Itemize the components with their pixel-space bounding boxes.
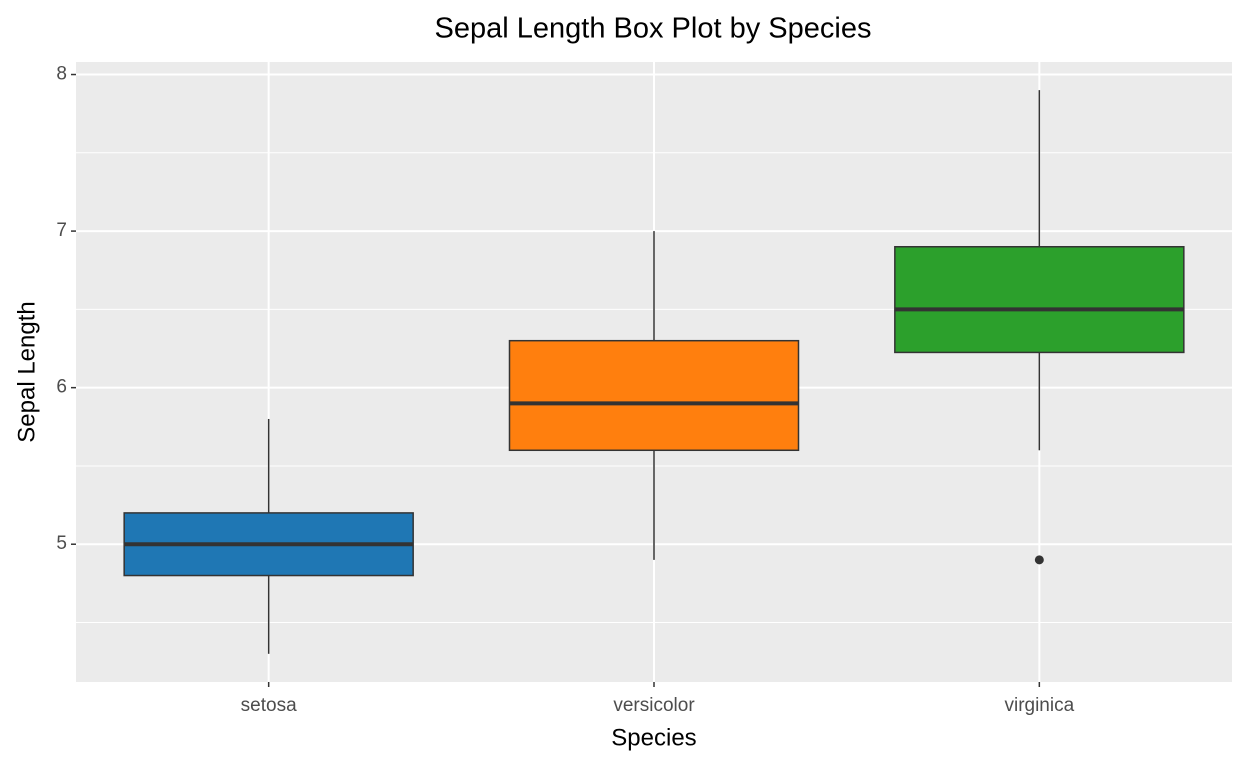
x-tick-label: virginica — [1004, 695, 1074, 716]
y-tick-label: 8 — [56, 64, 67, 85]
x-axis-title: Species — [611, 724, 696, 751]
x-tick-label: versicolor — [613, 695, 695, 716]
box — [508, 339, 800, 452]
y-axis-title: Sepal Length — [13, 301, 40, 442]
y-tick-label: 5 — [56, 533, 67, 554]
x-tick-label: setosa — [241, 695, 297, 716]
box — [894, 245, 1185, 354]
outlier — [1034, 555, 1044, 565]
y-tick-label: 7 — [56, 220, 67, 241]
y-tick-label: 6 — [56, 377, 67, 398]
chart-title: Sepal Length Box Plot by Species — [435, 13, 872, 45]
